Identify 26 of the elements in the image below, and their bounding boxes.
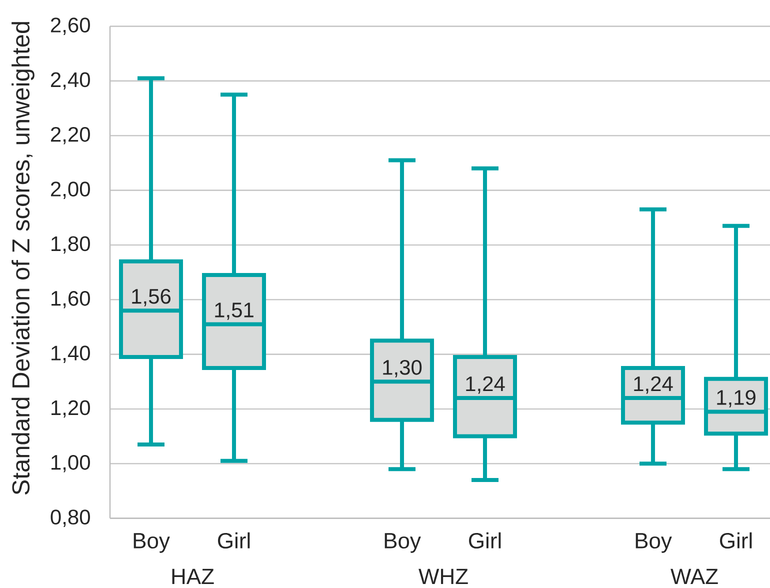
x-tick-label: Girl xyxy=(469,532,501,549)
text: 1,56 xyxy=(132,288,171,306)
y-axis-title: Standard Deviation of Z scores, unweighted xyxy=(12,22,34,495)
text: 1,19 xyxy=(717,390,756,408)
text: 1,24 xyxy=(634,376,673,394)
y-tick-label: 1,40 xyxy=(52,346,90,363)
y-tick-label: 1,00 xyxy=(52,454,90,472)
text: 1,24 xyxy=(466,376,505,394)
x-tick-label: Girl xyxy=(720,532,752,549)
text: 1,51 xyxy=(215,302,254,320)
y-tick-label: 2,40 xyxy=(50,72,90,90)
text: HAZ xyxy=(172,568,214,584)
y-tick-label: 1,80 xyxy=(52,236,90,254)
text: WAZ xyxy=(670,568,718,584)
x-tick-label: Girl xyxy=(218,532,250,549)
y-tick-label: 2,00 xyxy=(50,182,90,199)
y-tick-label: 2,60 xyxy=(50,18,90,35)
y-tick-label: 2,20 xyxy=(50,126,90,144)
text: WHZ xyxy=(418,568,468,584)
y-tick-label: 0,80 xyxy=(50,510,90,527)
y-tick-label: 1,20 xyxy=(52,400,90,418)
x-tick-label: Boy xyxy=(134,533,170,553)
y-tick-label: 1,60 xyxy=(52,290,90,308)
x-tick-label: Boy xyxy=(384,533,421,553)
text: 1,30 xyxy=(383,360,422,378)
x-tick-label: Boy xyxy=(636,533,672,553)
